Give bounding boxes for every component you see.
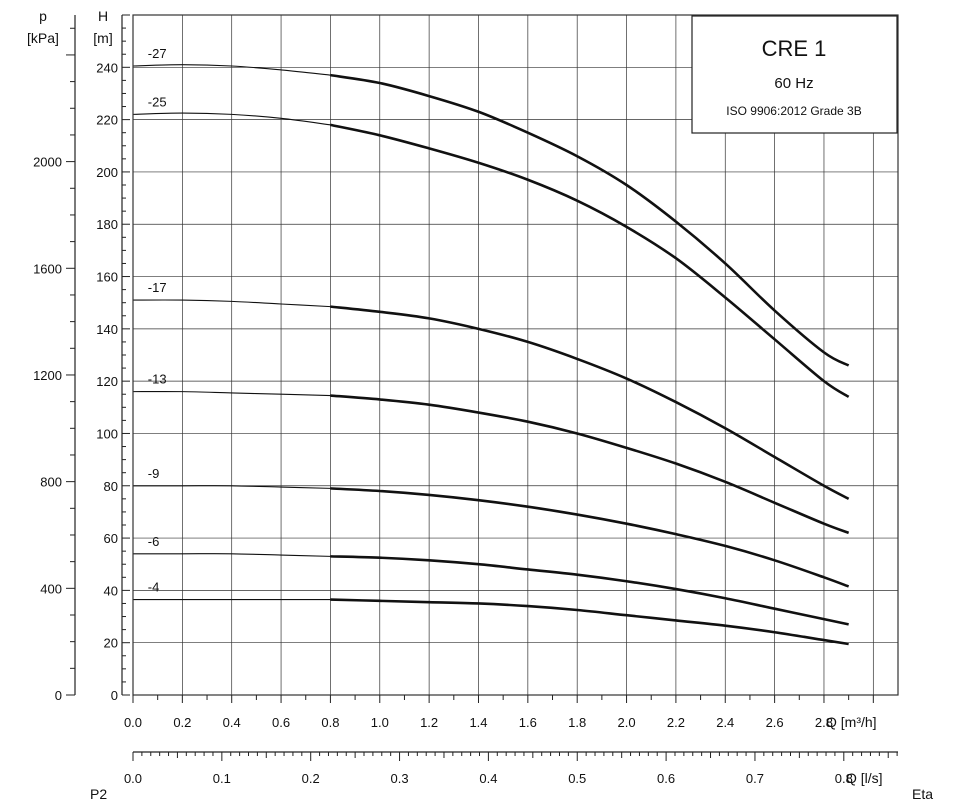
flow-ls-tick-label: 0.2 — [302, 771, 320, 786]
head-tick-label: 100 — [96, 426, 118, 441]
curve-stages-25-operating-range — [330, 123, 850, 398]
head-tick-label: 220 — [96, 113, 118, 128]
flow-m3h-tick-label: 0.4 — [223, 715, 241, 730]
pressure-tick-label: 1600 — [33, 261, 62, 276]
flow-m3h-tick-label: 1.8 — [568, 715, 586, 730]
head-tick-label: 200 — [96, 165, 118, 180]
flow-ls-tick-label: 0.5 — [568, 771, 586, 786]
pressure-axis-unit: [kPa] — [27, 30, 59, 46]
chart-title: CRE 1 — [762, 36, 827, 61]
pressure-tick-label: 1200 — [33, 368, 62, 383]
pressure-axis-name: p — [39, 8, 47, 24]
flow-m3h-tick-label: 2.2 — [667, 715, 685, 730]
curve-label-stages-13: -13 — [148, 372, 167, 387]
pressure-tick-label: 800 — [40, 475, 62, 490]
title-box: CRE 1 60 Hz ISO 9906:2012 Grade 3B — [691, 15, 898, 134]
flow-ls-axis-title: Q [l/s] — [846, 770, 883, 786]
curve-stages-27-operating-range — [330, 73, 850, 367]
chart-subtitle: 60 Hz — [774, 75, 813, 92]
flow-m3h-tick-label: 2.4 — [716, 715, 734, 730]
curve-stages-9-low-flow — [133, 485, 331, 489]
head-tick-label: 180 — [96, 217, 118, 232]
pressure-tick-label: 0 — [55, 688, 62, 703]
curve-label-stages-6: -6 — [148, 534, 160, 549]
curve-label-stages-17: -17 — [148, 280, 167, 295]
flow-ls-tick-label: 0.1 — [213, 771, 231, 786]
head-tick-label: 140 — [96, 322, 118, 337]
curve-stages-17-operating-range — [330, 305, 850, 500]
flow-m3h-tick-label: 2.0 — [618, 715, 636, 730]
p2-label: P2 — [90, 786, 107, 801]
flow-m3h-tick-label: 1.2 — [420, 715, 438, 730]
curve-stages-13-low-flow — [132, 390, 331, 397]
flow-ls-tick-label: 0.7 — [746, 771, 764, 786]
curve-stages-6-operating-range — [330, 555, 849, 626]
flow-ls-axis-ticks: 0.0 0.1 0.2 0.3 0.4 0.5 0.6 0.7 0.8 — [124, 752, 898, 786]
flow-m3h-tick-label: 0.8 — [321, 715, 339, 730]
pressure-tick-label: 400 — [40, 581, 62, 596]
flow-ls-tick-label: 0.3 — [391, 771, 409, 786]
curve-labels: -27 -25 -17 -13 -9 -6 -4 — [148, 46, 167, 595]
head-tick-label: 40 — [104, 583, 118, 598]
flow-ls-tick-label: 0.6 — [657, 771, 675, 786]
pressure-axis-ticks: 0 400 800 1200 1600 2000 — [33, 27, 75, 703]
curve-label-stages-9: -9 — [148, 466, 160, 481]
pressure-tick-label: 2000 — [33, 155, 62, 170]
flow-m3h-tick-label: 0.6 — [272, 715, 290, 730]
curve-stages-4-operating-range — [330, 598, 849, 646]
flow-m3h-tick-label: 2.8 — [815, 715, 833, 730]
curve-stages-17-low-flow — [132, 299, 331, 308]
test-standard: ISO 9906:2012 Grade 3B — [726, 104, 861, 118]
curve-stages-13-operating-range — [330, 394, 850, 535]
head-tick-label: 0 — [111, 688, 118, 703]
head-tick-label: 80 — [104, 479, 118, 494]
curve-stages-6-low-flow — [132, 553, 331, 557]
flow-m3h-tick-label: 0.2 — [173, 715, 191, 730]
flow-ls-tick-label: 0.0 — [124, 771, 142, 786]
title-box-frame — [691, 15, 898, 134]
flow-m3h-tick-label: 1.6 — [519, 715, 537, 730]
head-tick-label: 20 — [104, 636, 118, 651]
eta-label: Eta — [912, 786, 933, 801]
head-axis-name: H — [98, 8, 108, 24]
flow-m3h-tick-label: 0.0 — [124, 715, 142, 730]
plot-frame — [132, 14, 899, 696]
flow-m3h-axis-title: Q [m³/h] — [826, 714, 877, 730]
head-axis-ticks: 0 20 40 60 80 100 120 140 160 180 200 220 240 — [96, 14, 130, 703]
head-axis-unit: [m] — [93, 30, 112, 46]
curve-stages-27-low-flow — [132, 64, 331, 76]
performance-curves — [132, 64, 850, 646]
flow-ls-tick-label: 0.4 — [479, 771, 497, 786]
flow-m3h-tick-label: 1.0 — [371, 715, 389, 730]
flow-m3h-tick-label: 1.4 — [469, 715, 487, 730]
flow-m3h-axis-ticks: 0.0 0.2 0.4 0.6 0.8 1.0 1.2 1.4 1.6 1.8 2.0 2.2 2.4 2… — [124, 695, 874, 730]
curve-stages-9-operating-range — [330, 487, 850, 588]
head-tick-label: 240 — [96, 60, 118, 75]
curve-label-stages-4: -4 — [148, 580, 160, 595]
head-tick-label: 120 — [96, 374, 118, 389]
curve-label-stages-27: -27 — [148, 46, 167, 61]
flow-m3h-tick-label: 2.6 — [766, 715, 784, 730]
flow-ls-tick-label: 0.8 — [835, 771, 853, 786]
curve-label-stages-25: -25 — [148, 94, 167, 109]
curve-stages-25-low-flow — [132, 112, 331, 126]
head-tick-label: 60 — [104, 531, 118, 546]
head-tick-label: 160 — [96, 270, 118, 285]
